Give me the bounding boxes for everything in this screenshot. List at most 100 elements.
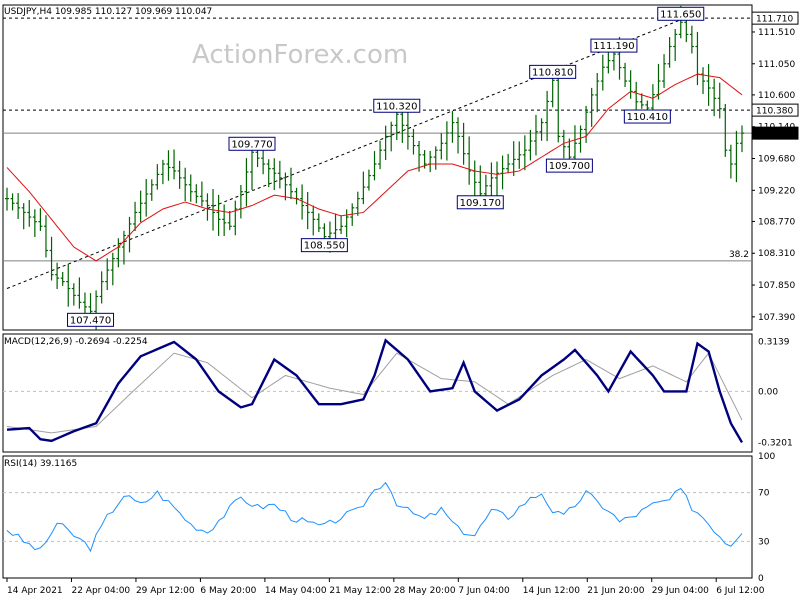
price-marker-3: 110.320 [373, 98, 421, 113]
ohlc-bar [539, 118, 544, 141]
time-tick-label: 14 May 04:00 [265, 586, 327, 596]
ohlc-bar [316, 213, 321, 233]
ohlc-bar [533, 114, 538, 156]
ohlc-bar [177, 160, 182, 189]
rsi-title: RSI(14) 39.1165 [4, 459, 77, 469]
price-marker-label: 109.770 [231, 139, 272, 150]
ohlc-bar [561, 129, 566, 159]
level-tag-text-1: 110.380 [756, 107, 793, 117]
ohlc-bar [662, 54, 667, 88]
price-marker-1: 109.770 [228, 136, 276, 151]
price-tick-label: 108.310 [758, 249, 795, 259]
ohlc-bar [578, 125, 583, 153]
ohlc-bar [160, 159, 165, 185]
price-tick-label: 111.510 [758, 28, 795, 38]
ohlc-bar [205, 193, 210, 221]
ohlc-bar [439, 133, 444, 160]
ohlc-bar [244, 158, 249, 207]
price-marker-box [300, 238, 348, 253]
ohlc-bar [32, 209, 37, 238]
ohlc-bar [149, 179, 154, 201]
ohlc-bar [294, 187, 299, 205]
price-marker-4: 109.170 [456, 195, 504, 210]
macd-title: MACD(12,26,9) -0.2694 -0.2254 [4, 337, 148, 347]
ohlc-bar [305, 192, 310, 230]
ohlc-bar [734, 130, 739, 183]
ohlc-bar [595, 72, 600, 113]
ohlc-bar [16, 193, 21, 219]
ohlc-bar [695, 31, 700, 86]
time-tick-label: 14 Jun 12:00 [523, 586, 580, 596]
rsi-panel: 100 70 30 0 [2, 452, 775, 584]
ohlc-bar [116, 238, 121, 268]
price-marker-box [529, 64, 577, 79]
ohlc-bar [266, 159, 271, 188]
price-tick-label: 109.220 [758, 186, 795, 196]
ohlc-bar [110, 252, 115, 286]
price-marker-box [657, 6, 705, 21]
price-frame [2, 4, 753, 331]
ohlc-bar [628, 70, 633, 99]
ohlc-bar [216, 194, 221, 236]
ohlc-bar [238, 184, 243, 219]
ohlc-bar [556, 66, 561, 143]
macd-frame [2, 333, 753, 453]
time-tick-label: 28 May 20:00 [394, 586, 456, 596]
ohlc-bar [183, 167, 188, 201]
time-tick-label: 6 May 20:00 [200, 586, 256, 596]
time-tick-label: 6 Jul 12:00 [716, 586, 765, 596]
ohlc-bar [339, 215, 344, 234]
ohlc-bar [728, 144, 733, 179]
macd-line [6, 338, 744, 444]
ohlc-bar [383, 125, 388, 160]
rsi-line [6, 481, 743, 553]
ohlc-bar [227, 210, 232, 231]
ohlc-bar [66, 263, 71, 307]
price-marker-label: 109.700 [549, 161, 590, 172]
ohlc-bar [589, 87, 594, 127]
price-marker-label: 108.550 [304, 241, 345, 252]
ohlc-bar [522, 135, 527, 171]
macd-signal-line [6, 352, 743, 434]
ohlc-bar [433, 146, 438, 170]
ohlc-bar [517, 141, 522, 169]
ohlc-bar [689, 25, 694, 54]
ohlc-bar [511, 141, 516, 176]
price-marker-9: 111.650 [657, 6, 705, 21]
ohlc-bar [133, 201, 138, 232]
ohlc-bar [717, 82, 722, 119]
ohlc-bar [405, 110, 410, 150]
price-marker-box [623, 109, 671, 124]
ohlc-bar [172, 149, 177, 180]
ohlc-bar [10, 193, 15, 211]
price-marker-label: 110.810 [532, 67, 573, 78]
time-axis: 14 Apr 2021 22 Apr 04:00 29 Apr 12:00 6 May… [6, 578, 765, 596]
price-marker-6: 109.700 [545, 158, 593, 173]
watermark: ActionForex.com [192, 40, 408, 70]
level-tag-0 [751, 11, 799, 25]
price-marker-label: 107.470 [70, 315, 111, 326]
price-marker-0: 107.470 [67, 312, 115, 327]
ohlc-bar [49, 236, 54, 281]
ohlc-bar [55, 262, 60, 290]
ohlc-bar [277, 160, 282, 189]
price-scale: 111.510 111.050 110.600 110.140 109.680 109.2… [752, 28, 795, 323]
price-tick-label: 110.140 [758, 123, 795, 133]
ohlc-bar [584, 105, 589, 143]
rsi-tick-label: 70 [758, 489, 770, 499]
price-marker-label: 109.170 [460, 198, 501, 209]
macd-tick-label: 0.3139 [758, 337, 790, 347]
macd-tick-label: 0.00 [758, 387, 778, 397]
ohlc-bar [712, 78, 717, 117]
ohlc-bar [311, 205, 316, 236]
ohlc-bar [144, 179, 149, 217]
rsi-frame [2, 455, 753, 579]
ohlc-bar [667, 37, 672, 68]
ohlc-bar [99, 271, 104, 304]
ohlc-bar [361, 171, 366, 205]
ohlc-bar [71, 283, 76, 306]
ohlc-bar [701, 67, 706, 95]
price-tick-label: 109.680 [758, 155, 795, 165]
ohlc-bar [344, 209, 349, 238]
price-marker-label: 111.190 [593, 41, 634, 52]
